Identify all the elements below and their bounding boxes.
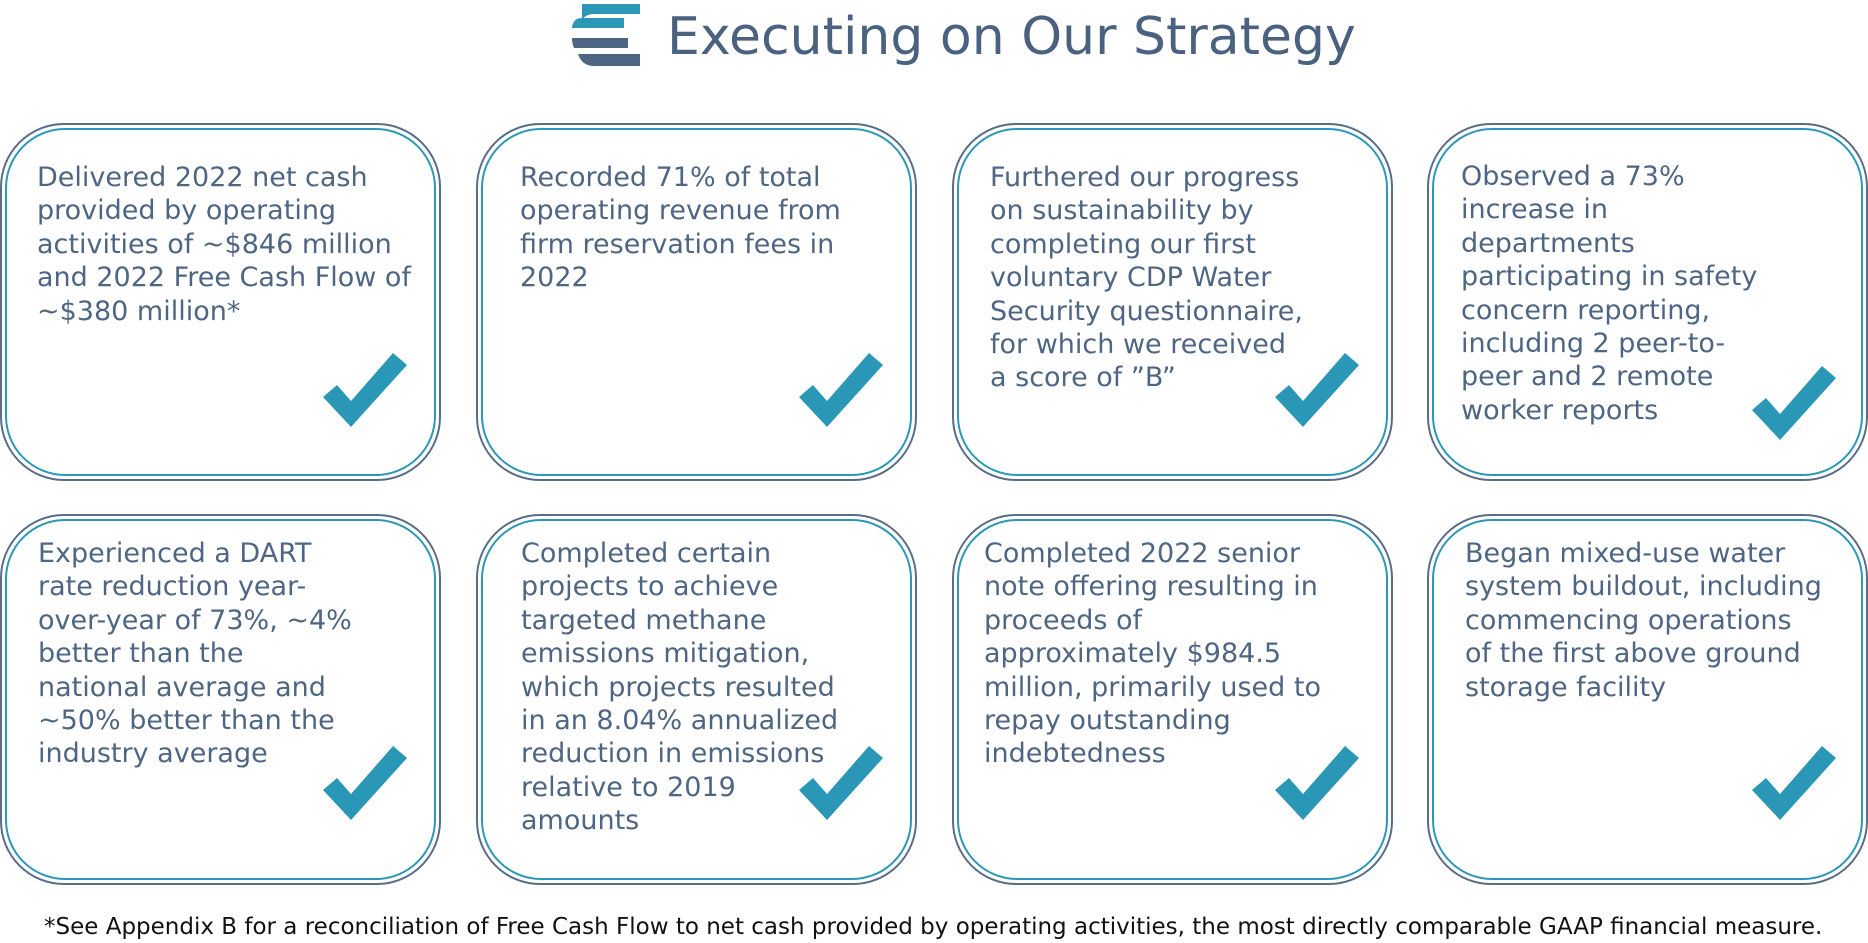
card-line: relative to 2019 xyxy=(521,771,736,803)
checkmark-icon xyxy=(1752,746,1836,820)
card-text: Recorded 71% of total operating revenue … xyxy=(520,161,841,295)
card-line: Furthered our progress xyxy=(990,162,1300,193)
card-inner-border xyxy=(1432,128,1863,476)
card-line: including 2 peer-to- xyxy=(1461,328,1726,360)
card-line: over-year of 73%, ~4% xyxy=(38,604,352,636)
card-line: for which we received xyxy=(990,329,1287,361)
card-inner-border xyxy=(5,128,436,476)
achievement-card-cash-flow: Delivered 2022 net cash provided by oper… xyxy=(0,123,441,481)
card-text: Completed certain projects to achieve ta… xyxy=(521,537,838,838)
achievement-card-dart-rate: Experienced a DART rate reduction year- … xyxy=(0,514,441,885)
card-line: which projects resulted xyxy=(521,671,835,703)
card-line: Experienced a DART xyxy=(38,538,312,569)
card-line: firm reservation fees in xyxy=(520,228,835,260)
card-line: better than the xyxy=(38,638,244,670)
achievement-card-water-system: Began mixed-use water system buildout, i… xyxy=(1427,514,1868,885)
slide-header: Executing on Our Strategy xyxy=(0,0,1868,80)
checkmark-icon xyxy=(799,353,883,427)
card-inner-border xyxy=(957,519,1388,880)
card-text: Began mixed-use water system buildout, i… xyxy=(1465,537,1822,704)
card-line: provided by operating xyxy=(37,195,337,227)
card-line: on sustainability by xyxy=(990,195,1254,227)
card-line: Began mixed-use water xyxy=(1465,538,1786,569)
card-line: 2022 xyxy=(520,262,589,294)
card-line: ~$380 million* xyxy=(37,295,241,327)
card-line: departments xyxy=(1461,227,1635,259)
card-text: Completed 2022 senior note offering resu… xyxy=(984,537,1321,771)
card-line: concern reporting, xyxy=(1461,294,1711,326)
card-text: Experienced a DART rate reduction year- … xyxy=(38,537,352,771)
footnote: *See Appendix B for a reconciliation of … xyxy=(44,914,1823,940)
card-line: projects to achieve xyxy=(521,571,779,603)
card-line: amounts xyxy=(521,805,640,837)
card-line: ~50% better than the xyxy=(38,705,335,737)
card-inner-border xyxy=(481,519,912,880)
card-line: of the first above ground xyxy=(1465,638,1801,670)
card-line: emissions mitigation, xyxy=(521,638,810,670)
card-line: Security questionnaire, xyxy=(990,295,1303,327)
card-line: Completed 2022 senior xyxy=(984,538,1301,569)
card-inner-border xyxy=(5,519,436,880)
checkmark-icon xyxy=(323,353,407,427)
card-line: indebtedness xyxy=(984,738,1166,770)
achievement-card-senior-notes: Completed 2022 senior note offering resu… xyxy=(952,514,1393,885)
page-title: Executing on Our Strategy xyxy=(667,7,1356,67)
achievement-card-safety-reporting: Observed a 73% increase in departments p… xyxy=(1427,123,1868,481)
card-line: note offering resulting in xyxy=(984,571,1318,603)
card-line: peer and 2 remote xyxy=(1461,361,1714,393)
card-line: million, primarily used to xyxy=(984,671,1321,703)
card-line: rate reduction year- xyxy=(38,571,307,603)
company-logo-icon xyxy=(572,4,640,66)
card-line: operating revenue from xyxy=(520,195,841,227)
card-line: a score of ”B” xyxy=(990,362,1176,394)
card-inner-border xyxy=(1432,519,1863,880)
card-text: Observed a 73% increase in departments p… xyxy=(1461,160,1757,427)
card-inner-border xyxy=(481,128,912,476)
card-line: activities of ~$846 million xyxy=(37,228,392,260)
card-line: completing our first xyxy=(990,228,1256,260)
card-inner-border xyxy=(957,128,1388,476)
card-line: targeted methane xyxy=(521,604,767,636)
card-line: Recorded 71% of total xyxy=(520,162,821,193)
card-line: approximately $984.5 xyxy=(984,638,1282,670)
achievement-card-sustainability: Furthered our progress on sustainability… xyxy=(952,123,1393,481)
card-line: Observed a 73% xyxy=(1461,161,1685,192)
card-line: voluntary CDP Water xyxy=(990,262,1272,294)
card-line: proceeds of xyxy=(984,604,1143,636)
achievement-card-methane: Completed certain projects to achieve ta… xyxy=(476,514,917,885)
card-line: repay outstanding xyxy=(984,705,1231,737)
card-line: increase in xyxy=(1461,194,1608,226)
card-text: Furthered our progress on sustainability… xyxy=(990,161,1303,395)
card-line: industry average xyxy=(38,738,268,770)
checkmark-icon xyxy=(323,746,407,820)
card-line: national average and xyxy=(38,671,326,703)
checkmark-icon xyxy=(1752,366,1836,440)
card-line: Completed certain xyxy=(521,538,772,569)
checkmark-icon xyxy=(1275,353,1359,427)
card-line: worker reports xyxy=(1461,394,1659,426)
card-line: Delivered 2022 net cash xyxy=(37,162,368,193)
card-line: system buildout, including xyxy=(1465,571,1822,603)
card-line: participating in safety xyxy=(1461,261,1758,293)
card-line: and 2022 Free Cash Flow of xyxy=(37,262,411,294)
card-line: reduction in emissions xyxy=(521,738,825,770)
checkmark-icon xyxy=(1275,746,1359,820)
achievement-card-reservation-fees: Recorded 71% of total operating revenue … xyxy=(476,123,917,481)
checkmark-icon xyxy=(799,746,883,820)
card-line: storage facility xyxy=(1465,671,1667,703)
card-line: commencing operations xyxy=(1465,604,1792,636)
card-text: Delivered 2022 net cash provided by oper… xyxy=(37,161,411,328)
card-line: in an 8.04% annualized xyxy=(521,705,839,737)
